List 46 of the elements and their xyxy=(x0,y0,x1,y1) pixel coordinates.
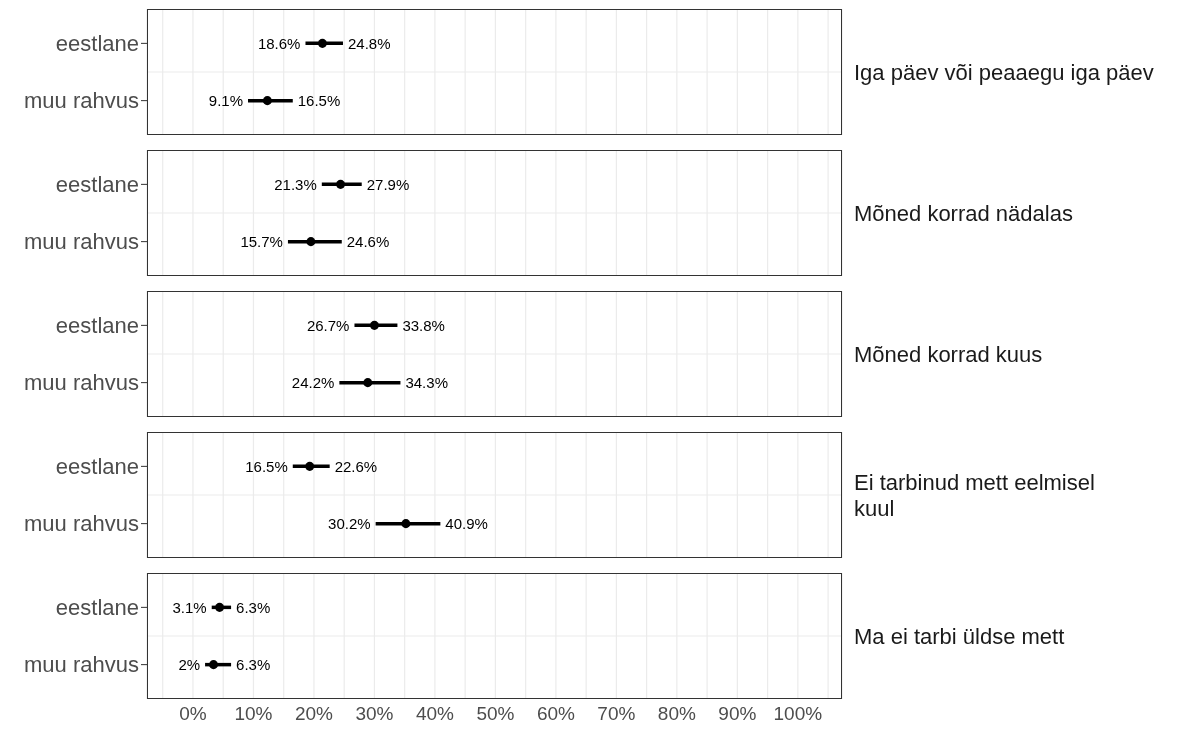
annotation: 40.9% xyxy=(445,514,488,532)
x-tick-label: 80% xyxy=(657,703,696,725)
annotation: 34.3% xyxy=(405,373,448,391)
y-tick-label: muu rahvus xyxy=(24,370,139,396)
annotation: 22.6% xyxy=(334,457,378,475)
annotation: 24.6% xyxy=(346,232,390,250)
y-tick-label: eestlane xyxy=(55,595,139,621)
annotation: 33.8% xyxy=(402,316,445,334)
y-tick-label: eestlane xyxy=(55,172,139,198)
x-tick-label: 40% xyxy=(415,703,455,725)
annotation: 6.3% xyxy=(236,655,271,673)
y2-axis-title: Iga päev või peaaegu iga päev xyxy=(854,59,1154,85)
annotation: 27.9% xyxy=(366,175,410,193)
y-tick-label: muu rahvus xyxy=(24,652,139,678)
x-tick-label: 20% xyxy=(294,703,334,725)
annotation: 6.3% xyxy=(236,598,271,616)
y2-axis-title: Mõned korrad kuus xyxy=(854,341,1043,367)
x-tick-label: 10% xyxy=(234,703,273,725)
annotation: 16.5% xyxy=(245,457,288,475)
y2-axis-title: Ei tarbinud mett eelmisel kuul xyxy=(854,469,1095,521)
annotation: 15.7% xyxy=(240,232,283,250)
y-tick-label: muu rahvus xyxy=(24,88,139,114)
y-tick-label: muu rahvus xyxy=(24,511,139,537)
annotation: 9.1% xyxy=(208,91,244,109)
annotation: 26.7% xyxy=(306,316,350,334)
y-tick-label: eestlane xyxy=(55,313,139,339)
annotation: 30.2% xyxy=(328,514,371,532)
x-tick-label: 90% xyxy=(718,703,757,725)
y2-axis-title: Ma ei tarbi üldse mett xyxy=(854,623,1065,649)
y-tick-label: eestlane xyxy=(55,454,139,480)
y-tick-label: eestlane xyxy=(55,31,139,57)
annotation: 16.5% xyxy=(297,91,341,109)
x-tick-label: 50% xyxy=(476,703,515,725)
annotation: 24.2% xyxy=(291,373,335,391)
annotation: 3.1% xyxy=(172,598,207,616)
annotation: 2% xyxy=(178,655,201,673)
x-tick-label: 0% xyxy=(179,703,207,725)
annotation: 21.3% xyxy=(274,175,317,193)
y2-axis-title: Mõned korrad nädalas xyxy=(854,200,1073,226)
x-tick-label: 30% xyxy=(355,703,394,725)
y-tick-label: muu rahvus xyxy=(24,229,139,255)
x-tick-label: 100% xyxy=(773,703,823,725)
x-tick-label: 60% xyxy=(536,703,576,725)
annotation: 24.8% xyxy=(347,34,391,52)
annotation: 18.6% xyxy=(257,34,301,52)
x-tick-label: 70% xyxy=(597,703,636,725)
